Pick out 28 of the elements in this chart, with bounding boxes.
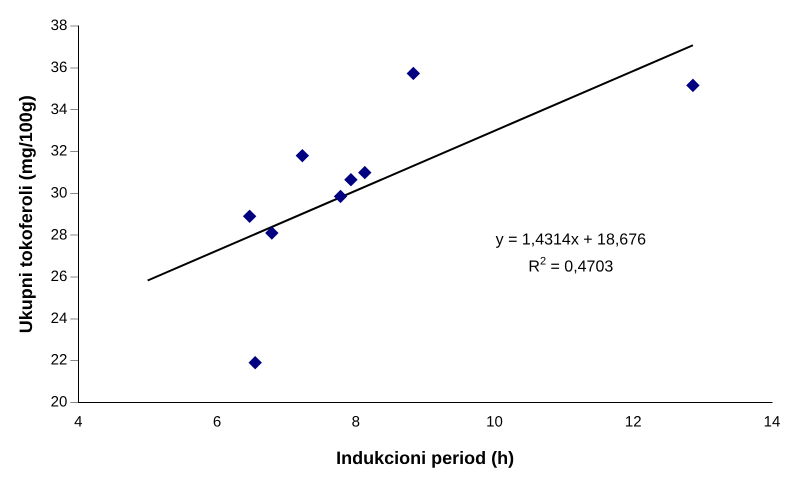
point bbox=[334, 190, 348, 203]
x-axis-title: Indukcioni period (h) bbox=[336, 448, 514, 468]
point bbox=[406, 66, 420, 80]
y-tick-label: 36 bbox=[50, 58, 68, 76]
x-tick-label: 4 bbox=[74, 414, 82, 431]
y-tick-label: 28 bbox=[50, 226, 68, 244]
annotation: y = 1,4314x + 18,676 bbox=[496, 231, 646, 248]
point bbox=[243, 210, 256, 223]
y-tick-label: 20 bbox=[50, 394, 68, 411]
y-tick-label: 30 bbox=[50, 184, 68, 202]
y-tick-label: 34 bbox=[50, 100, 68, 118]
point bbox=[686, 78, 700, 92]
y-axis-title: Ukupni tokoferoli (mg/100g) bbox=[16, 95, 36, 334]
x-tick-label: 8 bbox=[352, 414, 360, 431]
y-tick-label: 38 bbox=[50, 17, 68, 34]
y-tick-label: 22 bbox=[50, 352, 68, 369]
point bbox=[358, 166, 372, 180]
x-tick-label: 6 bbox=[212, 414, 222, 431]
y-tick-label: 26 bbox=[50, 268, 68, 286]
x-tick-label: 14 bbox=[764, 414, 780, 431]
x-tick-label: 10 bbox=[486, 414, 503, 431]
x-tick-label: 12 bbox=[624, 414, 642, 431]
point bbox=[344, 173, 358, 186]
y-tick-label: 24 bbox=[50, 310, 68, 327]
point bbox=[296, 149, 309, 162]
y-tick-label: 32 bbox=[50, 142, 68, 160]
point bbox=[248, 356, 262, 370]
point bbox=[265, 226, 278, 240]
